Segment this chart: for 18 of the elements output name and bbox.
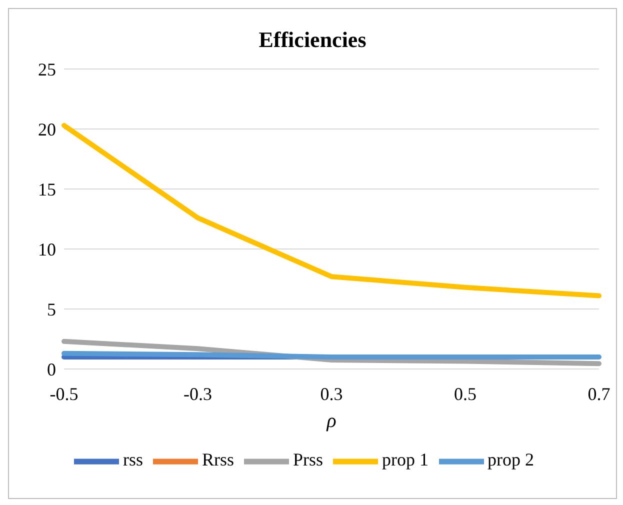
legend-label: prop 2 [488,450,534,470]
x-tick-label: 0.7 [588,384,610,404]
x-tick-label: 0.5 [454,384,476,404]
y-tick-label: 10 [38,239,56,260]
y-tick-label: 15 [38,179,56,200]
legend-label: rss [122,450,143,470]
x-tick-label: 0.3 [320,384,343,404]
y-tick-label: 5 [47,299,56,320]
y-tick-label: 20 [38,119,56,140]
legend-label: prop 1 [382,450,429,470]
chart-title: Efficiencies [258,27,368,53]
x-tick-label: -0.5 [50,384,78,404]
x-tick-label: -0.3 [184,384,212,404]
y-tick-label: 25 [38,59,56,80]
x-axis-title: ρ [326,410,336,432]
legend-label: Rrss [202,450,234,470]
y-tick-label: 0 [47,359,56,380]
legend-label: Prss [293,450,324,470]
